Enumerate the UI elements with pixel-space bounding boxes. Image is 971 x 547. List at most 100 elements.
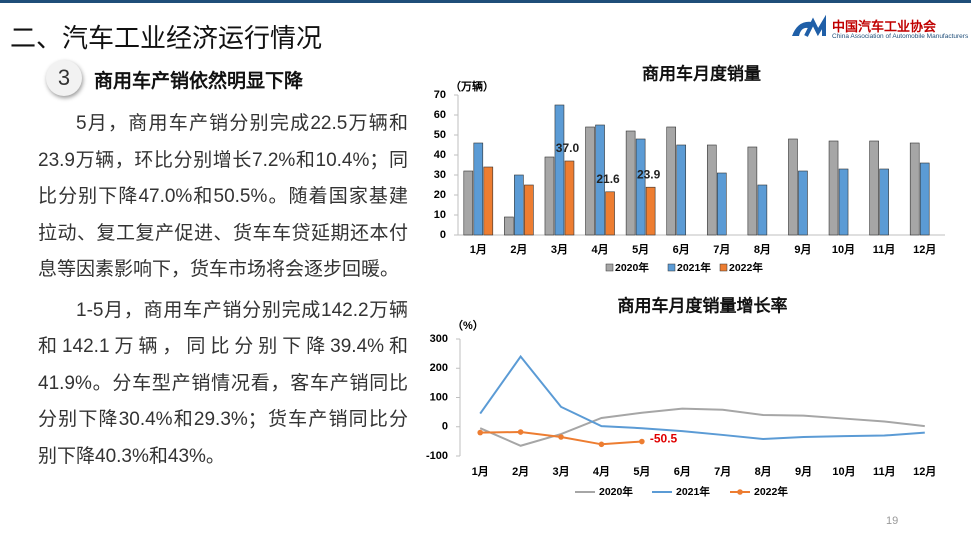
- point: [477, 429, 484, 436]
- x-tick-label: 10月: [832, 465, 855, 478]
- body-text: 5月，商用车产销分别完成22.5万辆和23.9万辆，环比分别增长7.2%和10.…: [38, 106, 408, 475]
- bar: [757, 184, 768, 236]
- point: [517, 429, 524, 435]
- x-tick-label: 3月: [551, 243, 568, 256]
- bar: [564, 160, 575, 236]
- bar: [524, 184, 534, 236]
- bar: [706, 144, 717, 236]
- bar: [798, 170, 808, 236]
- x-tick-label: 2月: [510, 243, 527, 256]
- x-tick-label: 11月: [873, 465, 896, 478]
- x-tick-label: 1月: [470, 243, 487, 256]
- bar: [605, 191, 615, 236]
- legend-label: 2022年: [754, 485, 788, 498]
- bar: [473, 142, 484, 236]
- bar: [869, 140, 879, 236]
- x-tick-label: 7月: [714, 465, 731, 478]
- bar: [747, 146, 758, 236]
- page-number: 19: [886, 515, 899, 527]
- top-bar: [0, 0, 971, 3]
- x-tick-label: 10月: [832, 243, 855, 256]
- point: [598, 441, 605, 448]
- paragraph: 5月，商用车产销分别完成22.5万辆和23.9万辆，环比分别增长7.2%和10.…: [38, 113, 408, 280]
- legend-label: 2020年: [599, 485, 633, 498]
- x-tick-label: 7月: [713, 243, 730, 256]
- y-tick-label: 10: [434, 209, 446, 221]
- y-tick-label: 100: [430, 391, 448, 403]
- bar: [483, 166, 494, 236]
- bar: [463, 170, 474, 236]
- y-tick-label: 60: [434, 109, 446, 121]
- chart-title: 商用车月度销量: [642, 63, 761, 83]
- bar: [635, 138, 646, 236]
- y-tick-label: -100: [426, 450, 448, 462]
- x-tick-label: 8月: [755, 465, 772, 478]
- x-tick-label: 6月: [674, 465, 691, 478]
- y-tick-label: 70: [434, 89, 446, 101]
- x-tick-label: 5月: [633, 465, 650, 478]
- y-tick-label: 40: [434, 149, 446, 161]
- bar: [919, 162, 930, 236]
- data-label: 21.6: [596, 172, 620, 186]
- x-tick-label: 11月: [873, 243, 896, 256]
- legend-label: 2021年: [676, 485, 710, 498]
- bar: [625, 130, 636, 236]
- y-tick-label: 300: [430, 333, 448, 345]
- bar: [838, 168, 849, 236]
- line: [479, 407, 925, 447]
- x-tick-label: 3月: [552, 465, 569, 478]
- legend-label: 2021年: [677, 261, 711, 274]
- point: [558, 434, 564, 440]
- point: [639, 438, 645, 445]
- bar: [514, 174, 524, 236]
- bar: [595, 124, 605, 236]
- x-tick-label: 9月: [794, 243, 811, 256]
- y-axis-label: （%）: [452, 319, 484, 332]
- x-tick-label: 8月: [754, 243, 771, 256]
- bar: [828, 140, 839, 236]
- x-tick-label: 4月: [591, 243, 608, 256]
- data-label: -50.5: [650, 432, 678, 446]
- section-number: 3: [46, 60, 82, 96]
- x-tick-label: 12月: [913, 243, 936, 256]
- bar: [645, 186, 656, 236]
- legend-label: 2022年: [729, 261, 763, 274]
- x-tick-label: 2月: [512, 465, 529, 478]
- y-tick-label: 20: [434, 189, 446, 201]
- x-tick-label: 5月: [632, 243, 649, 256]
- logo-name: 中国汽车工业协会: [832, 19, 937, 34]
- chart-title: 商用车月度销量增长率: [618, 295, 788, 315]
- data-label: 37.0: [556, 141, 580, 155]
- bar: [909, 142, 920, 236]
- bar: [676, 144, 687, 236]
- x-tick-label: 9月: [795, 465, 812, 478]
- paragraph: 1-5月，商用车产销分别完成142.2万辆和142.1万辆，同比分别下降39.4…: [38, 299, 408, 467]
- bar: [504, 216, 514, 236]
- legend-marker: [737, 489, 743, 495]
- y-tick-label: 0: [440, 229, 446, 241]
- header-title: 二、汽车工业经济运行情况: [10, 23, 323, 53]
- y-tick-label: 30: [434, 169, 446, 181]
- legend-swatch: [719, 263, 728, 272]
- bar: [666, 126, 677, 236]
- bar: [788, 138, 798, 236]
- bar: [554, 104, 565, 236]
- bar: [544, 156, 555, 236]
- x-tick-label: 1月: [472, 465, 489, 478]
- y-axis-label: （万辆）: [450, 79, 494, 93]
- legend-swatch: [667, 263, 676, 272]
- line: [479, 354, 925, 441]
- y-tick-label: 0: [442, 421, 448, 433]
- bar: [716, 172, 727, 236]
- y-tick-label: 200: [430, 362, 448, 374]
- logo-english: China Association of Automobile Manufact…: [832, 33, 969, 40]
- legend-label: 2020年: [615, 261, 649, 274]
- bar: [585, 126, 595, 236]
- y-tick-label: 50: [434, 129, 446, 141]
- x-tick-label: 6月: [673, 243, 690, 256]
- x-tick-label: 4月: [593, 465, 610, 478]
- x-tick-label: 12月: [913, 465, 936, 478]
- bar: [879, 168, 889, 236]
